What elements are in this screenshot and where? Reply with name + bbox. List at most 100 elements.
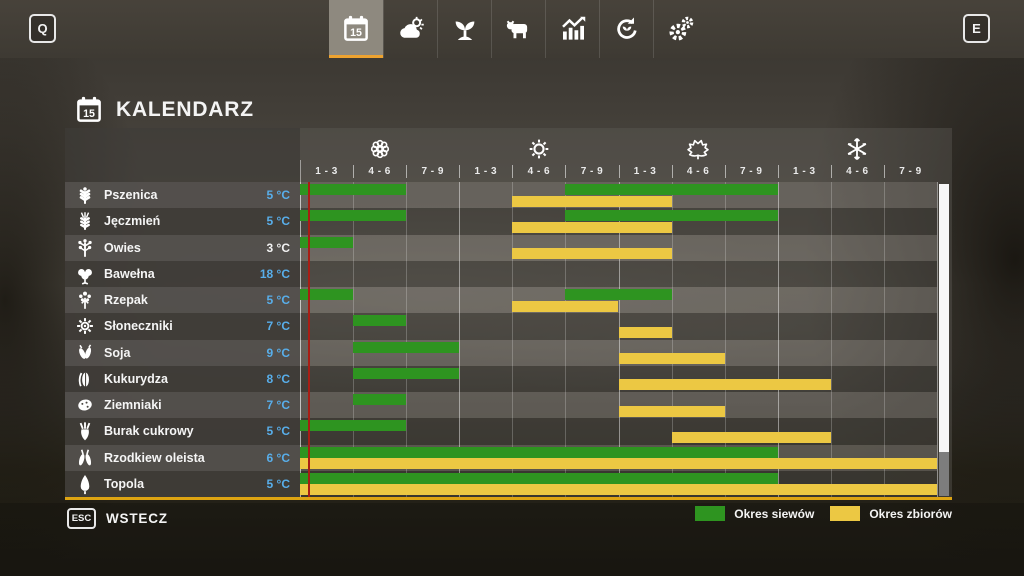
crop-list: Pszenica 5 °C Jęczmień 5 °C Owies 3 °C Bawełna… xyxy=(65,182,300,497)
harvest-period-bar xyxy=(618,379,831,391)
gridline xyxy=(512,182,514,497)
crop-germination-temperature: 7 °C xyxy=(266,398,290,413)
crop-name: Rzodkiew oleista xyxy=(104,450,205,465)
crop-germination-temperature: 9 °C xyxy=(266,345,290,360)
gridline xyxy=(830,182,832,497)
gridline xyxy=(777,182,779,497)
period-label: 4 - 6 xyxy=(527,165,551,177)
crop-name: Pszenica xyxy=(104,188,158,203)
crop-germination-temperature: 18 °C xyxy=(259,266,290,281)
crop-name: Owies xyxy=(104,240,141,255)
corn-icon xyxy=(74,368,96,390)
period-tick xyxy=(724,165,726,178)
rotation-icon xyxy=(612,14,642,44)
crop-list-header xyxy=(65,128,300,182)
tab-crops[interactable] xyxy=(437,0,491,58)
back-control[interactable]: ESC WSTECZ xyxy=(67,508,168,529)
svg-text:15: 15 xyxy=(83,108,95,120)
vertical-scrollbar[interactable] xyxy=(939,184,949,496)
tab-statistics[interactable] xyxy=(545,0,599,58)
current-day-marker xyxy=(308,182,311,497)
harvest-period-bar xyxy=(300,458,937,469)
crop-row: Rzepak 5 °C xyxy=(65,287,300,314)
legend-label: Okres zbiorów xyxy=(869,506,952,521)
crop-row: Topola 5 °C xyxy=(65,470,300,497)
season-autumn xyxy=(619,128,778,160)
sunflower-icon xyxy=(74,315,96,337)
sowing-period-bar xyxy=(300,210,407,222)
tab-animals[interactable] xyxy=(491,0,545,58)
crop-germination-temperature: 5 °C xyxy=(266,293,290,308)
cow-icon xyxy=(504,14,534,44)
chart-legend: Okres siewów Okres zbiorów xyxy=(695,506,952,521)
hotkey-e[interactable]: E xyxy=(963,14,990,43)
wheat-icon xyxy=(74,184,96,206)
scrollbar-thumb[interactable] xyxy=(939,184,949,452)
season-winter xyxy=(778,128,937,160)
tab-weather[interactable] xyxy=(383,0,437,58)
period-label-row: 1 - 3 4 - 6 7 - 9 1 - 3 4 - 6 7 - 9 1 - 3 4 - 6… xyxy=(300,160,937,182)
gridline xyxy=(565,182,567,497)
period-label: 1 - 3 xyxy=(315,165,338,177)
gantt-row xyxy=(300,392,937,419)
crop-row: Kukurydza 8 °C xyxy=(65,365,300,392)
gantt-row xyxy=(300,287,937,314)
sun-icon xyxy=(526,136,552,162)
harvest-period-bar xyxy=(618,326,672,338)
menu-tabs: 15 xyxy=(329,0,707,58)
period-tick xyxy=(565,165,567,178)
oat-icon xyxy=(74,237,96,259)
sowing-period-bar xyxy=(565,210,778,222)
sugar-beet-icon xyxy=(74,420,96,442)
gantt-row xyxy=(300,260,937,287)
gridline xyxy=(406,182,408,497)
season-summer xyxy=(459,128,618,160)
soybean-icon xyxy=(74,342,96,364)
hotkey-q[interactable]: Q xyxy=(29,14,56,43)
gantt-row xyxy=(300,234,937,261)
sowing-period-bar xyxy=(565,289,672,300)
page-title: KALENDARZ xyxy=(116,98,254,121)
gantt-row xyxy=(300,339,937,366)
crop-germination-temperature: 7 °C xyxy=(266,319,290,334)
legend-item: Okres zbiorów xyxy=(830,506,952,521)
sowing-period-bar xyxy=(300,289,354,300)
season-header xyxy=(300,128,937,160)
sowing-period-bar xyxy=(353,341,460,353)
harvest-period-bar xyxy=(512,248,672,259)
tab-crop-rotation[interactable] xyxy=(599,0,653,58)
maple-leaf-icon xyxy=(685,136,711,162)
gridline xyxy=(724,182,726,497)
crop-row: Pszenica 5 °C xyxy=(65,182,300,209)
crop-row: Bawełna 18 °C xyxy=(65,260,300,287)
period-tick xyxy=(671,165,673,178)
gridline xyxy=(671,182,673,497)
weather-icon xyxy=(396,14,426,44)
harvest-period-bar xyxy=(512,221,672,233)
period-label: 7 - 9 xyxy=(899,165,922,177)
cotton-icon xyxy=(74,263,96,285)
calendar-panel: 1 - 3 4 - 6 7 - 9 1 - 3 4 - 6 7 - 9 1 - 3 4 - 6… xyxy=(65,128,952,500)
tab-settings[interactable] xyxy=(653,0,707,58)
period-label: 4 - 6 xyxy=(368,165,391,177)
period-tick xyxy=(459,165,461,178)
season-spring xyxy=(300,128,459,160)
crop-germination-temperature: 8 °C xyxy=(266,371,290,386)
crop-germination-temperature: 5 °C xyxy=(266,188,290,203)
period-tick xyxy=(406,165,408,178)
esc-key[interactable]: ESC xyxy=(67,508,96,529)
svg-text:15: 15 xyxy=(350,27,362,39)
gridline xyxy=(618,182,620,497)
period-label: 4 - 6 xyxy=(846,165,869,177)
oilseed-radish-icon xyxy=(74,447,96,469)
tab-calendar[interactable]: 15 xyxy=(329,0,383,58)
gridline xyxy=(459,182,461,497)
crop-row: Soja 9 °C xyxy=(65,339,300,366)
gridline xyxy=(883,182,885,497)
crop-row: Ziemniaki 7 °C xyxy=(65,392,300,419)
gantt-row xyxy=(300,313,937,340)
harvest-period-bar xyxy=(618,353,725,364)
crop-germination-temperature: 5 °C xyxy=(266,424,290,439)
harvest-period-bar xyxy=(671,431,831,443)
